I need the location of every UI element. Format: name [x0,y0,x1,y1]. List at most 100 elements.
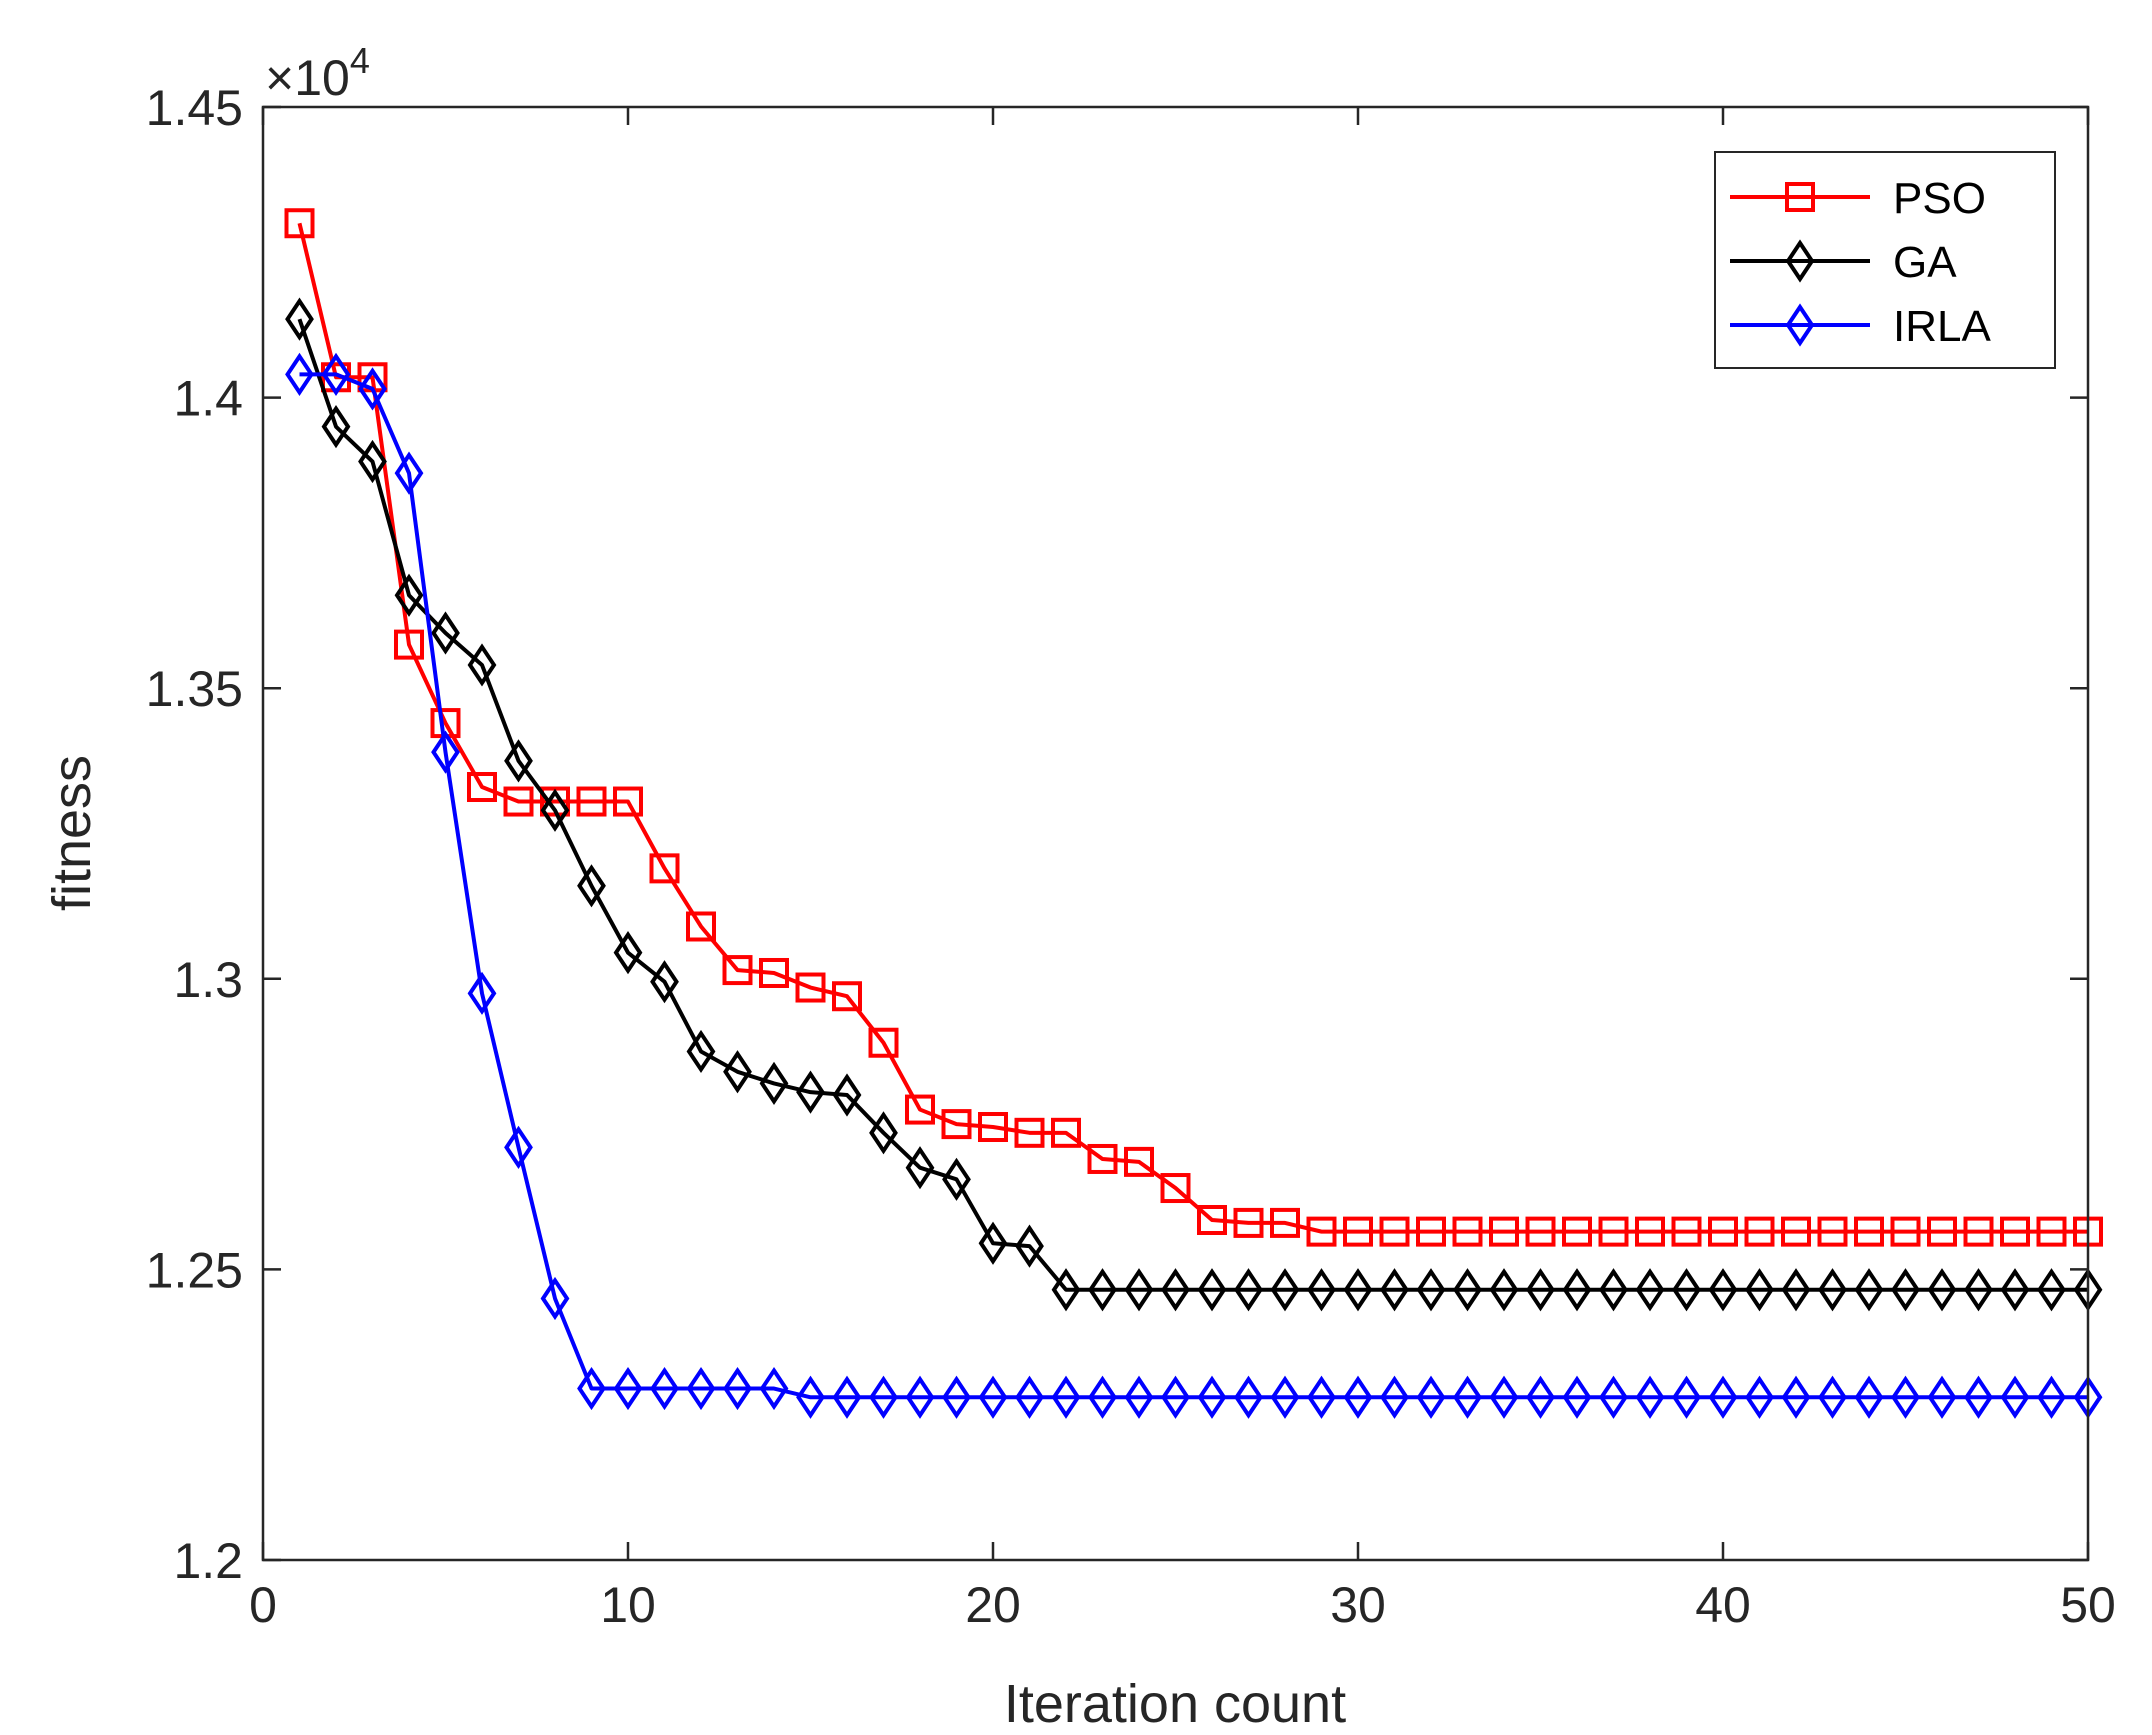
x-tick-label: 50 [2060,1577,2116,1633]
ga-point [1380,1268,1409,1312]
irla-point [1818,1375,1847,1419]
irla-point [1891,1375,1920,1419]
irla-point [1708,1375,1738,1419]
irla-point [1270,1375,1300,1419]
ga-point [1161,1268,1190,1312]
ga-point [613,931,643,975]
legend-marker-irla [1785,303,1815,347]
irla-point [1672,1375,1701,1419]
pso-point [1963,1216,1994,1247]
irla-point [759,1366,789,1411]
irla-point [467,971,497,1015]
ga-point [869,1111,898,1155]
pso-point [1452,1216,1483,1247]
ga-point [1745,1268,1774,1312]
ga-point [1343,1268,1373,1312]
ga-point [1781,1268,1811,1312]
irla-point [613,1366,643,1411]
legend-item-pso: PSO [1730,174,1986,223]
pso-line [297,222,2088,1234]
irla-point [1453,1375,1482,1419]
ga-point [467,643,497,687]
irla-point [1964,1375,1993,1419]
irla-point [1416,1375,1446,1419]
ga-point [2000,1268,2030,1312]
ga-point [1562,1268,1592,1312]
ga-point [394,573,424,617]
irla-point [1526,1375,1555,1419]
irla-point [358,367,387,411]
pso-point [394,629,424,660]
pso-point [941,1109,972,1140]
irla-point [905,1375,935,1419]
plot-frame [261,105,2090,1562]
series-irla [285,352,2103,1419]
pso-point [1744,1216,1775,1247]
pso-point [868,1027,899,1058]
ga-point [1416,1268,1446,1312]
series-ga [285,297,2103,1312]
pso-point [1671,1216,1702,1247]
pso-point [1306,1216,1337,1247]
ga-point [321,405,351,449]
ga-point [1453,1268,1482,1312]
legend-item-irla: IRLA [1730,302,1991,351]
y-axis-title: fitness [42,755,102,911]
legend: PSO GA IRLA [1714,151,2056,369]
pso-point [467,772,497,803]
ga-point [431,611,460,655]
irla-point [504,1125,533,1169]
ga-point [905,1146,935,1190]
y-multiplier-base: ×10 [265,50,350,106]
pso-point [1087,1143,1118,1174]
pso-point [905,1094,935,1125]
y-tick-label: 1.35 [146,661,243,717]
x-tick-label: 20 [965,1577,1021,1633]
irla-point [1562,1375,1592,1419]
irla-point [1088,1375,1117,1419]
ga-point [723,1050,752,1094]
irla-point [431,730,460,774]
pso-point [1233,1207,1264,1238]
irla-point [1745,1375,1774,1419]
ga-point [504,739,533,783]
irla-point [1234,1375,1263,1419]
pso-point [2000,1216,2030,1247]
pso-point [978,1112,1008,1143]
irla-point [1489,1375,1519,1419]
irla-point [942,1375,971,1419]
irla-point [796,1375,825,1419]
irla-point [321,352,351,396]
ga-point [942,1157,971,1201]
irla-point [869,1375,898,1419]
irla-point [2000,1375,2030,1419]
ga-point [1891,1268,1920,1312]
pso-point [1124,1146,1154,1177]
legend-label-irla: IRLA [1893,302,1991,351]
pso-point [722,955,753,986]
y-multiplier: ×104 [265,40,370,106]
irla-point [1854,1375,1884,1419]
pso-point [576,786,607,817]
legend-label-ga: GA [1893,238,1957,287]
irla-point [1599,1375,1628,1419]
x-tick-label: 10 [600,1577,656,1633]
pso-point [503,786,534,817]
pso-point [1562,1216,1592,1247]
pso-point [759,957,789,988]
ga-point [1015,1224,1044,1268]
series-layer [284,208,2103,1419]
pso-point [1525,1216,1556,1247]
ga-point [1964,1268,1993,1312]
pso-point [613,786,643,817]
ga-point [759,1061,789,1106]
y-multiplier-exponent: 4 [350,40,370,81]
irla-point [1307,1375,1336,1419]
ga-point [1234,1268,1263,1312]
ga-point [1854,1268,1884,1312]
ga-point [650,960,679,1004]
pso-point [1708,1216,1738,1247]
pso-point [1598,1216,1629,1247]
y-tick-label: 1.45 [146,80,243,136]
